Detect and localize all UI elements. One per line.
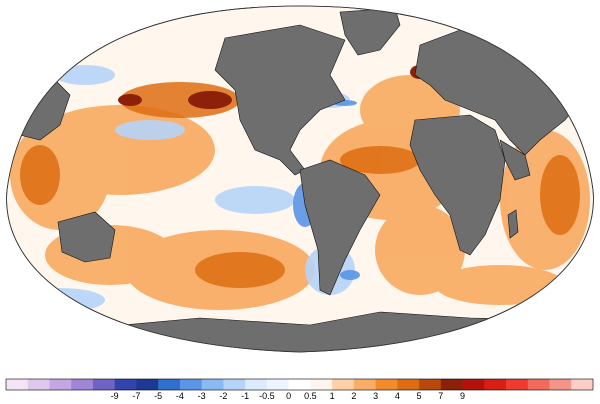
- colorbar-bin: [158, 379, 181, 390]
- colorbar-bin: [419, 379, 442, 390]
- south-america: [299, 159, 381, 296]
- madagascar: [507, 209, 519, 239]
- colorbar-bin: [462, 379, 485, 390]
- colorbar-bin: [27, 379, 50, 390]
- colorbar-tick-label: 5: [416, 391, 422, 401]
- colorbar-tick-label: 9: [460, 391, 466, 401]
- colorbar-bin: [223, 379, 246, 390]
- colorbar-bin: [440, 379, 463, 390]
- colorbar-tick-label: 7: [438, 391, 444, 401]
- colorbar-tick-label: -5: [154, 391, 163, 401]
- colorbar-tick-label: 0.5: [304, 391, 317, 401]
- colorbar-bin: [506, 379, 529, 390]
- colorbar-tick-label: 2: [351, 391, 357, 401]
- colorbar-bin: [288, 379, 311, 390]
- colorbar-tick-label: -7: [132, 391, 141, 401]
- colorbar-tick-label: -0.5: [259, 391, 275, 401]
- colorbar-tick-label: -4: [175, 391, 184, 401]
- colorbar-bin: [92, 379, 116, 390]
- africa: [409, 114, 506, 256]
- arabia-india: [499, 139, 531, 181]
- colorbar-bin: [114, 379, 137, 390]
- colorbar-tick-label: 0: [286, 391, 292, 401]
- colorbar-bin: [375, 379, 398, 390]
- colorbar-bin: [136, 379, 159, 390]
- globe-border: [6, 5, 594, 353]
- colorbar-bin: [571, 379, 594, 390]
- colorbar-bin: [527, 379, 550, 390]
- colorbar-bin: [549, 379, 572, 390]
- colorbar-tick-label: -2: [219, 391, 228, 401]
- colorbar-tick-label: -9: [110, 391, 119, 401]
- colorbar-bin: [49, 379, 72, 390]
- colorbar-bin: [310, 379, 333, 390]
- colorbar-bin: [179, 379, 202, 390]
- colorbar: [5, 378, 594, 391]
- colorbar-tick-label: 3: [373, 391, 379, 401]
- north-america: [214, 24, 346, 176]
- colorbar-bin: [245, 379, 268, 390]
- colorbar-tick-label: -3: [197, 391, 206, 401]
- colorbar-bin: [201, 379, 224, 390]
- colorbar-frame: [5, 378, 594, 391]
- colorbar-bin: [353, 379, 376, 390]
- colorbar-bin: [332, 379, 355, 390]
- colorbar-tick-label: 1: [329, 391, 335, 401]
- colorbar-bin: [397, 379, 420, 390]
- colorbar-tick-label: -1: [241, 391, 250, 401]
- colorbar-bin: [71, 379, 94, 390]
- colorbar-tick-label: 4: [394, 391, 400, 401]
- colorbar-bin: [266, 379, 289, 390]
- colorbar-bin: [6, 379, 29, 390]
- australia: [57, 211, 116, 263]
- colorbar-bin: [484, 379, 507, 390]
